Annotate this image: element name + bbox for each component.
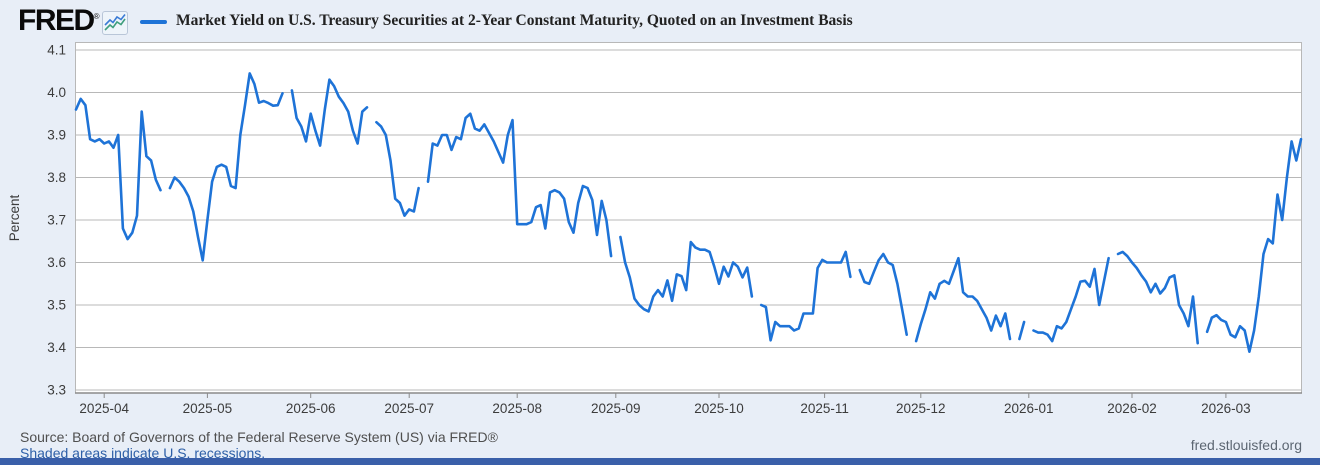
- chart-header: FRED® Market Yield on U.S. Treasury Secu…: [0, 0, 1320, 40]
- x-axis-tick-label: 2025-04: [79, 401, 129, 416]
- plot-area: [75, 42, 1302, 393]
- y-axis-tick-label: 4.1: [47, 43, 66, 58]
- fred-chart-icon: [102, 11, 128, 35]
- recession-note-link[interactable]: Shaded areas indicate U.S. recessions.: [20, 445, 266, 461]
- y-axis-tick-label: 3.5: [47, 298, 66, 313]
- series-title: Market Yield on U.S. Treasury Securities…: [176, 12, 853, 29]
- legend-line-swatch: [140, 20, 167, 24]
- y-axis-title: Percent: [7, 194, 22, 241]
- y-axis-tick-label: 3.9: [47, 128, 66, 143]
- source-text: Source: Board of Governors of the Federa…: [20, 429, 498, 445]
- y-axis-tick-label: 4.0: [47, 85, 66, 100]
- x-axis-tick-label: 2025-09: [591, 401, 641, 416]
- x-axis-tick-label: 2025-06: [286, 401, 336, 416]
- x-axis-tick-label: 2025-08: [492, 401, 542, 416]
- x-axis-tick-label: 2026-02: [1107, 401, 1157, 416]
- y-axis-tick-label: 3.3: [47, 383, 66, 398]
- x-axis-tick-label: 2025-10: [694, 401, 744, 416]
- x-axis-tick-label: 2025-11: [800, 401, 849, 416]
- x-axis-tick-label: 2025-07: [384, 401, 434, 416]
- y-axis-tick-label: 3.6: [47, 255, 66, 270]
- x-axis-tick-label: 2025-12: [896, 401, 946, 416]
- data-line: [74, 72, 1303, 353]
- x-axis-tick-label: 2026-03: [1201, 401, 1251, 416]
- y-axis-tick-label: 3.7: [47, 213, 66, 228]
- y-axis-tick-label: 3.4: [47, 340, 66, 355]
- plot-border: [75, 42, 1302, 393]
- fred-site-link[interactable]: fred.stlouisfed.org: [1190, 437, 1302, 453]
- registered-mark: ®: [93, 12, 100, 21]
- x-axis-tick-label: 2026-01: [1004, 401, 1054, 416]
- y-axis-tick-label: 3.8: [47, 170, 66, 185]
- fred-logo[interactable]: FRED®: [18, 4, 100, 37]
- x-axis-tick-label: 2025-05: [183, 401, 233, 416]
- bottom-accent-bar: [0, 458, 1320, 465]
